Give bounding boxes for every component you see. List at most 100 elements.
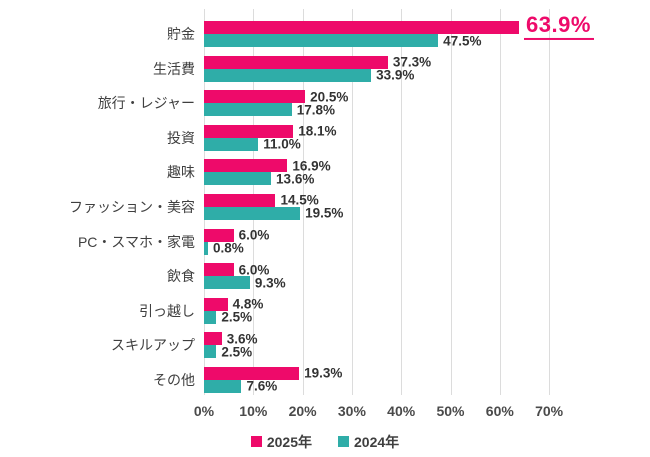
- x-tick-label: 30%: [337, 402, 366, 419]
- bar-2024年: [204, 137, 259, 151]
- bar-line: 16.9%: [204, 158, 650, 174]
- value-label-2024年: 47.5%: [443, 32, 482, 48]
- value-label-2025年: 20.5%: [310, 88, 349, 104]
- legend: 2025年 2024年: [0, 432, 650, 452]
- category-row: 趣味 16.9% 13.6%: [0, 158, 650, 186]
- category-label: その他: [153, 371, 195, 388]
- bar-group: 14.5% 19.5%: [204, 194, 650, 220]
- bar-2025年: [204, 263, 234, 277]
- bar-group: 37.3% 33.9%: [204, 55, 650, 83]
- bar-line: 19.5%: [204, 207, 650, 220]
- bar-2025年: [204, 193, 276, 207]
- category-row: PC・スマホ・家電 6.0% 0.8%: [0, 227, 650, 256]
- value-label-2024年: 19.5%: [305, 205, 344, 221]
- value-label-2024年: 2.5%: [221, 309, 253, 325]
- category-label: 飲食: [167, 268, 195, 285]
- bar-line: 17.8%: [204, 103, 650, 117]
- legend-label: 2024年: [354, 433, 400, 450]
- bar-group: 63.9% 47.5%: [204, 13, 650, 47]
- gridline: [351, 9, 353, 395]
- bar-line: 6.0%: [204, 261, 650, 277]
- x-axis: 0% 10% 20% 30% 40% 50% 60% 70%: [194, 401, 650, 423]
- legend-swatch-icon: [250, 436, 262, 448]
- bar-group: 3.6% 2.5%: [204, 331, 650, 360]
- bar-2025年: [204, 90, 306, 104]
- bar-2024年: [204, 241, 208, 255]
- bar-group: 6.0% 0.8%: [204, 227, 650, 256]
- value-label-2024年: 11.0%: [263, 136, 301, 152]
- bar-line: 11.0%: [204, 138, 650, 151]
- value-label-2025年: 16.9%: [292, 158, 331, 174]
- bar-2025年: [204, 55, 388, 69]
- bar-2024年: [204, 379, 242, 393]
- x-tick-label: 40%: [387, 402, 416, 419]
- bar-group: 16.9% 13.6%: [204, 158, 650, 186]
- value-label-2024年: 33.9%: [376, 67, 415, 83]
- bar-line: 18.1%: [204, 125, 650, 138]
- x-tick-label: 10%: [239, 402, 268, 419]
- category-label: 生活費: [153, 60, 195, 77]
- category-label: ファッション・美容: [69, 198, 195, 215]
- value-label-2025年: 63.9%: [524, 13, 594, 40]
- x-tick-label: 0%: [193, 402, 215, 419]
- gridline: [549, 9, 551, 395]
- value-label-2025年: 6.0%: [238, 227, 270, 243]
- legend-label: 2025年: [266, 433, 312, 450]
- bar-2025年: [204, 124, 294, 138]
- category-row: スキルアップ 3.6% 2.5%: [0, 331, 650, 360]
- value-label-2025年: 19.3%: [304, 365, 343, 381]
- bar-line: 0.8%: [204, 240, 650, 256]
- bar-2024年: [204, 68, 372, 82]
- bar-line: 7.6%: [204, 380, 650, 393]
- bar-line: 33.9%: [204, 67, 650, 83]
- bar-group: 20.5% 17.8%: [204, 88, 650, 117]
- category-row: ファッション・美容 14.5% 19.5%: [0, 194, 650, 220]
- category-row: 生活費 37.3% 33.9%: [0, 55, 650, 83]
- value-label-2025年: 6.0%: [238, 261, 270, 277]
- legend-swatch-icon: [338, 436, 349, 448]
- bar-line: 19.3%: [204, 367, 650, 380]
- category-row: 引っ越し 4.8% 2.5%: [0, 296, 650, 325]
- gridline: [499, 9, 501, 395]
- bar-2024年: [204, 345, 217, 359]
- category-row: 飲食 6.0% 9.3%: [0, 261, 650, 290]
- bar-group: 19.3% 7.6%: [204, 367, 650, 393]
- value-label-2025年: 4.8%: [232, 296, 264, 312]
- x-tick-label: 70%: [535, 402, 564, 419]
- bar-line: 37.3%: [204, 55, 650, 69]
- x-tick-label: 50%: [436, 402, 465, 419]
- category-row: その他 19.3% 7.6%: [0, 367, 650, 393]
- bar-line: 4.8%: [204, 296, 650, 312]
- value-label-2024年: 7.6%: [246, 378, 278, 394]
- bar-line: 14.5%: [204, 194, 650, 207]
- gridline: [450, 9, 452, 395]
- value-label-2025年: 18.1%: [298, 123, 337, 139]
- bar-2025年: [204, 21, 520, 34]
- bar-group: 4.8% 2.5%: [204, 296, 650, 325]
- value-label-2025年: 3.6%: [226, 331, 258, 347]
- bar-2025年: [204, 332, 222, 346]
- category-row: 投資 18.1% 11.0%: [0, 125, 650, 151]
- bar-line: 2.5%: [204, 344, 650, 360]
- bar-line: 2.5%: [204, 309, 650, 325]
- bar-2024年: [204, 172, 272, 186]
- category-label: 投資: [167, 129, 195, 146]
- category-label: スキルアップ: [111, 337, 195, 354]
- value-label-2024年: 2.5%: [221, 344, 253, 360]
- value-label-2024年: 9.3%: [254, 274, 286, 290]
- bar-2024年: [204, 276, 250, 290]
- x-tick-label: 60%: [485, 402, 514, 419]
- category-label: 旅行・レジャー: [97, 95, 195, 112]
- category-row: 貯金 63.9% 47.5%: [0, 13, 650, 47]
- category-row: 旅行・レジャー 20.5% 17.8%: [0, 88, 650, 117]
- bar-line: 47.5%: [204, 34, 650, 47]
- bar-line: 6.0%: [204, 227, 650, 243]
- bar-2024年: [204, 34, 439, 47]
- bar-2025年: [204, 228, 234, 242]
- bar-line: 3.6%: [204, 331, 650, 347]
- value-label-2024年: 0.8%: [212, 240, 244, 256]
- bar-2025年: [204, 159, 288, 173]
- bar-group: 6.0% 9.3%: [204, 261, 650, 290]
- category-label: 引っ越し: [139, 302, 195, 319]
